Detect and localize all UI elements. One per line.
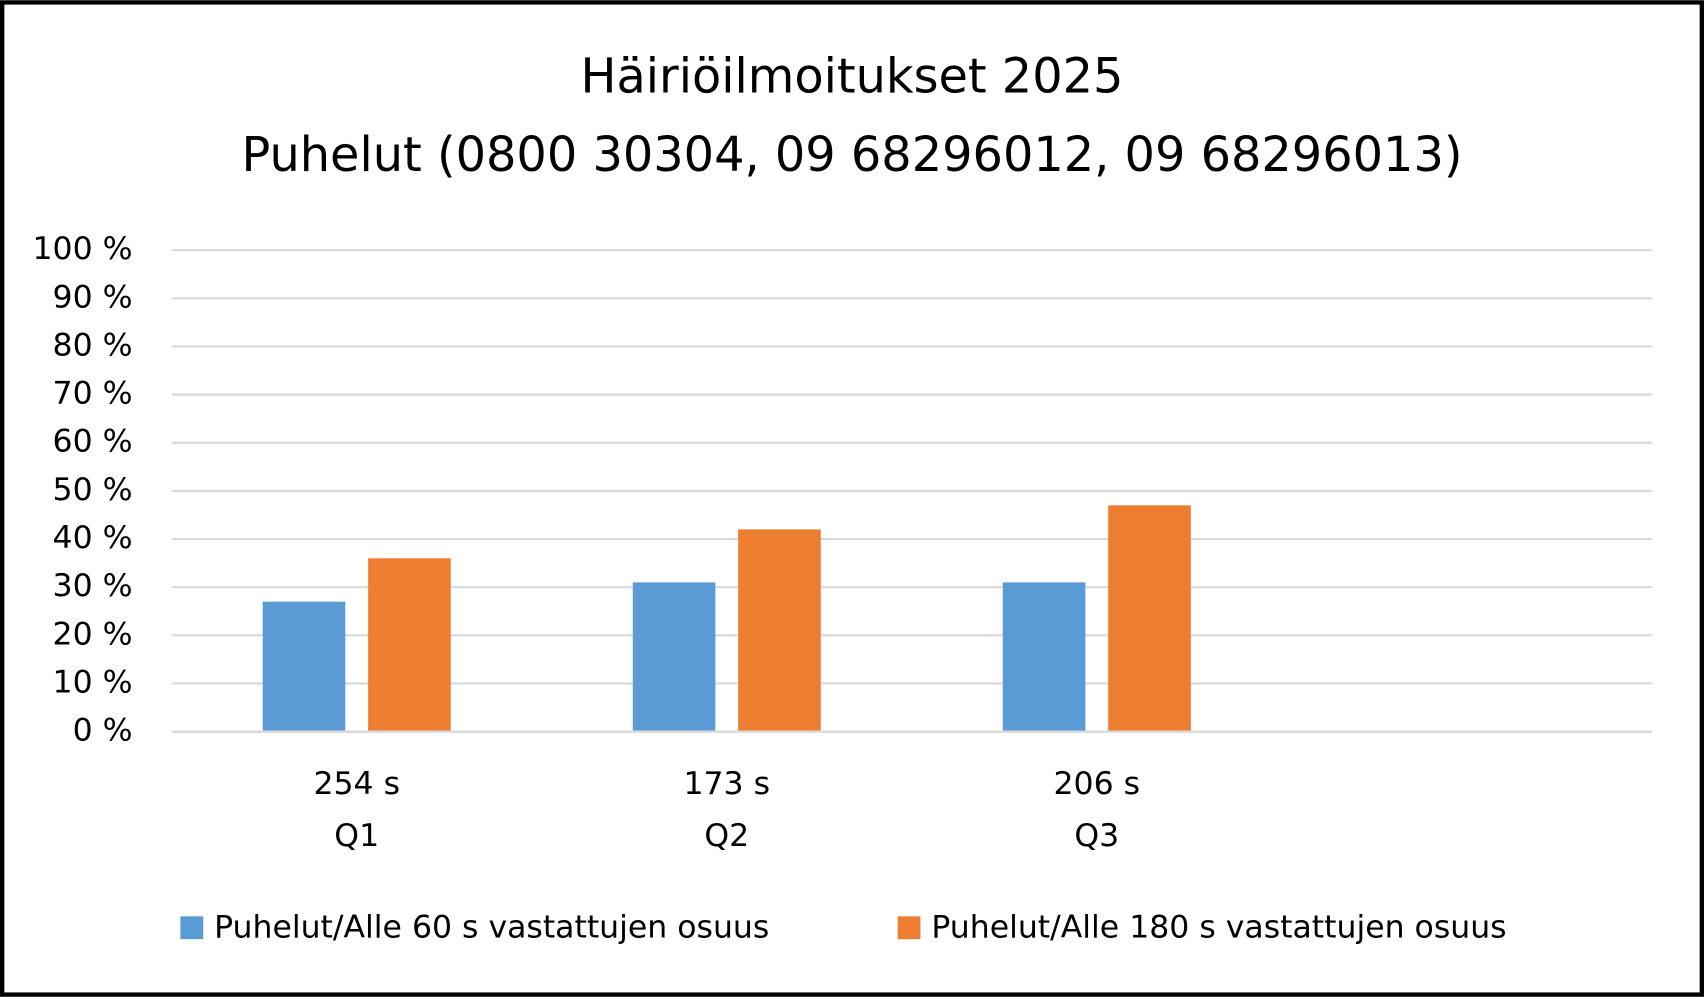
x-tick-label: Q1 [334, 818, 379, 854]
y-tick-label: 30 % [53, 568, 133, 604]
y-tick-label: 80 % [53, 327, 133, 363]
y-tick-label: 60 % [53, 424, 133, 460]
bar [368, 558, 451, 732]
x-tick-sublabel: 206 s [1054, 766, 1141, 802]
y-tick-label: 40 % [53, 520, 133, 556]
chart-subtitle: Puhelut (0800 30304, 09 68296012, 09 682… [241, 128, 1462, 183]
bar [1108, 505, 1191, 732]
y-tick-label: 50 % [53, 472, 133, 508]
x-tick-label: Q3 [1074, 818, 1119, 854]
y-tick-label: 70 % [53, 376, 133, 412]
bar [632, 582, 716, 732]
y-tick-label: 10 % [53, 664, 133, 700]
legend-label: Puhelut/Alle 180 s vastattujen osuus [931, 909, 1506, 945]
legend-swatch [180, 916, 204, 940]
legend-swatch [897, 916, 921, 940]
y-tick-label: 20 % [53, 616, 133, 652]
x-tick-sublabel: 254 s [313, 766, 400, 802]
y-tick-label: 100 % [33, 231, 133, 267]
legend-label: Puhelut/Alle 60 s vastattujen osuus [214, 909, 769, 945]
bar [262, 601, 346, 732]
chart-title: Häiriöilmoitukset 2025 [581, 50, 1124, 105]
bar [738, 529, 821, 732]
x-tick-label: Q2 [704, 818, 749, 854]
y-tick-label: 90 % [53, 279, 133, 315]
bar [1002, 582, 1086, 732]
x-tick-sublabel: 173 s [683, 766, 770, 802]
y-tick-label: 0 % [73, 713, 133, 749]
